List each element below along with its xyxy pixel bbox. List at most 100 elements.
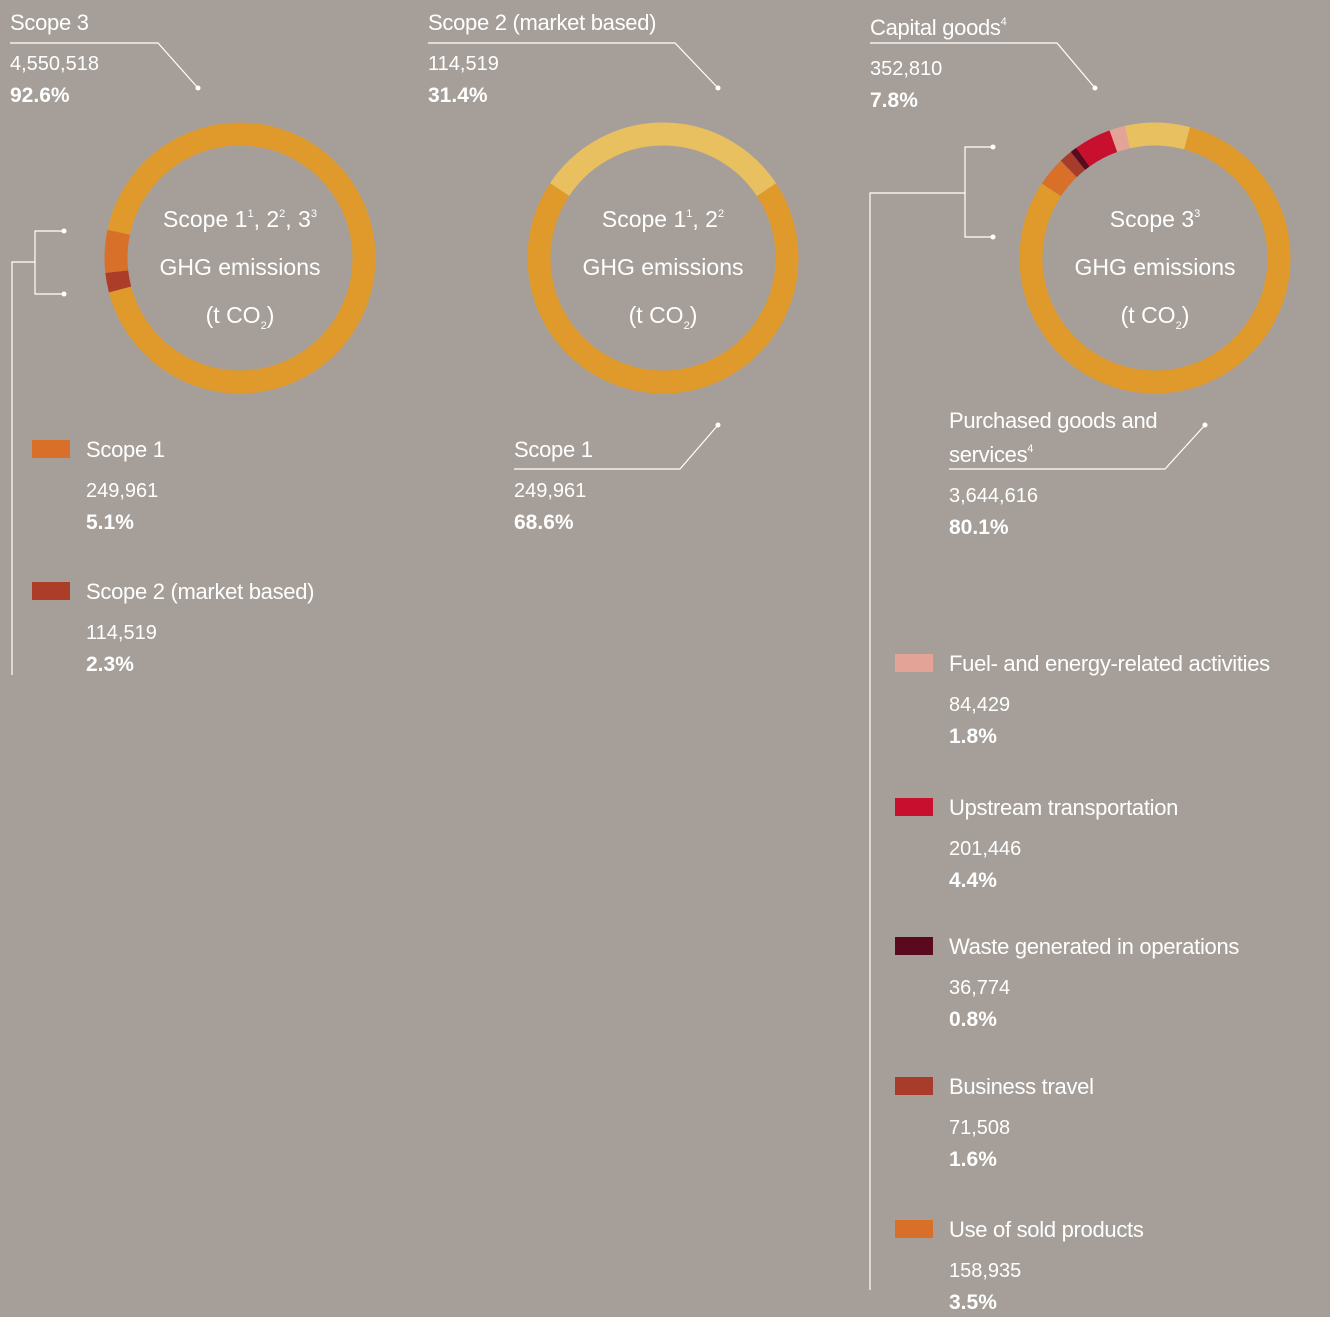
label-block: Scope 2 (market based) 114,519 2.3% [86, 577, 314, 679]
percent-label: 4.4% [949, 869, 997, 892]
leader-dot [1202, 422, 1208, 428]
donut-slice [104, 229, 131, 273]
unit-part: ) [266, 302, 275, 328]
value-label: 249,961 [86, 480, 159, 502]
bracket [964, 146, 993, 238]
category-name: Scope 2 (market based) [86, 577, 314, 606]
label-block: Upstream transportation 201,446 4.4% [949, 793, 1178, 895]
subscript: 2 [683, 320, 690, 332]
leader-dot [715, 422, 721, 428]
footnote-mark: 2 [279, 208, 286, 220]
donut-slice [1041, 160, 1077, 197]
unit-part: (t CO [1120, 302, 1176, 328]
center-unit: (t CO2) [1025, 291, 1285, 350]
value-label: 36,774 [949, 977, 1011, 999]
center-subtitle: GHG emissions [159, 254, 321, 280]
category-text: Upstream transportation [949, 795, 1179, 820]
category-name: Scope 2 (market based) [428, 8, 728, 37]
legend-swatch [32, 440, 70, 458]
footnote-mark: 2 [717, 208, 725, 220]
bracket-dot [990, 234, 996, 240]
center-title: Scope 11, 22 [533, 190, 793, 243]
center-title: Scope 11, 22, 33 [110, 190, 370, 243]
center-label: Scope 11, 22 GHG emissions (t CO2) [533, 190, 793, 350]
legend-swatch [895, 1220, 933, 1238]
donut-slice [1109, 125, 1131, 153]
category-name: Scope 3 [10, 8, 310, 37]
donut-slice [1076, 130, 1118, 167]
center-unit: (t CO2) [110, 291, 370, 350]
percent-label: 1.8% [949, 725, 997, 748]
label-block: Scope 3 4,550,518 92.6% [10, 8, 310, 110]
category-name: Business travel [949, 1072, 1094, 1101]
category-text: Fuel- and energy-related activities [949, 651, 1270, 676]
label-block: Fuel- and energy-related activities 84,42… [949, 649, 1270, 751]
bracket-line [11, 261, 35, 675]
center-title-part: Scope 1 [601, 206, 687, 232]
bracket-dot [61, 228, 67, 234]
leader-dot [715, 85, 721, 91]
unit-part: ) [1181, 302, 1190, 328]
category-name: Use of sold products [949, 1215, 1144, 1244]
percent-label: 3.5% [949, 1291, 997, 1314]
value-label: 114,519 [86, 622, 157, 644]
donut-slice [105, 270, 132, 293]
category-text: Scope 3 [10, 10, 89, 35]
percent-label: 68.6% [514, 511, 574, 534]
category-name: Fuel- and energy-related activities [949, 649, 1270, 678]
bracket [34, 230, 64, 295]
footnote-mark: 4 [1027, 443, 1034, 455]
leader-dot [1092, 85, 1098, 91]
category-text: Scope 2 (market based) [86, 579, 315, 604]
value-label: 158,935 [949, 1260, 1022, 1282]
percent-label: 92.6% [10, 84, 70, 107]
value-label: 201,446 [949, 838, 1022, 860]
center-unit: (t CO2) [533, 291, 793, 350]
value-label: 352,810 [870, 58, 943, 80]
value-label: 71,508 [949, 1117, 1011, 1139]
label-block: Scope 1 249,961 5.1% [86, 435, 165, 537]
center-title-part: , 2 [253, 206, 280, 232]
bracket-dot [990, 144, 996, 150]
category-text: Capital goods [870, 15, 1001, 40]
center-title-part: Scope 1 [163, 206, 248, 232]
value-label: 249,961 [514, 480, 587, 502]
center-subtitle: GHG emissions [1074, 254, 1236, 280]
center-title-part: , 3 [285, 206, 311, 232]
footnote-mark: 1 [686, 208, 693, 220]
bracket-line [869, 192, 965, 1290]
category-text: Waste generated in operations [949, 934, 1240, 959]
legend-swatch [895, 937, 933, 955]
leader-dot [195, 85, 201, 91]
category-name: Scope 1 [514, 435, 714, 464]
percent-label: 80.1% [949, 516, 1009, 539]
leader-line [10, 42, 199, 89]
leader-line [949, 424, 1206, 470]
value-label: 4,550,518 [10, 53, 99, 75]
category-text: Scope 1 [86, 437, 165, 462]
label-block: Scope 1 249,961 68.6% [514, 435, 714, 537]
category-text: Scope 1 [514, 437, 593, 462]
label-block: Waste generated in operations 36,774 0.8% [949, 932, 1239, 1034]
footnote-mark: 3 [310, 208, 317, 220]
donut-slice [107, 122, 376, 394]
subscript: 2 [260, 320, 267, 332]
category-name: Upstream transportation [949, 793, 1178, 822]
legend-swatch [32, 582, 70, 600]
unit-part: ) [689, 302, 698, 328]
value-label: 84,429 [949, 694, 1011, 716]
legend-swatch [895, 654, 933, 672]
label-block: Scope 2 (market based) 114,519 31.4% [428, 8, 728, 110]
category-text: Business travel [949, 1074, 1094, 1099]
value-label: 3,644,616 [949, 485, 1038, 507]
leader-line [428, 42, 719, 89]
donut-slice [1019, 127, 1291, 394]
category-text: Purchased goods and services [949, 408, 1158, 467]
unit-part: (t CO [205, 302, 261, 328]
center-label: Scope 11, 22, 33 GHG emissions (t CO2) [110, 190, 370, 350]
donut-slice [527, 183, 799, 394]
donut-slice [1070, 147, 1090, 170]
category-name: Purchased goods and services4 [949, 406, 1169, 469]
unit-part: (t CO [628, 302, 684, 328]
